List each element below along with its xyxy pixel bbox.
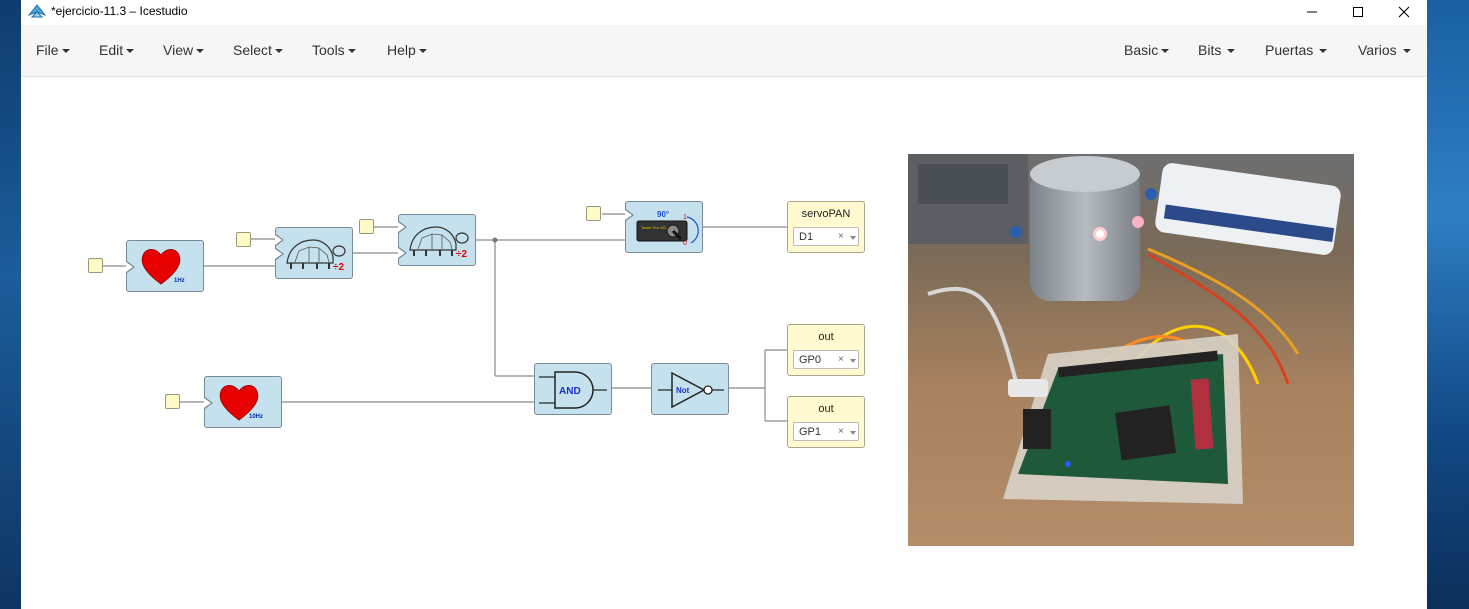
- servo-block[interactable]: 90° Tower Pro SG-90 1 0: [625, 201, 703, 253]
- heartbeat-10hz-block[interactable]: 10Hz: [204, 376, 282, 428]
- minimize-button[interactable]: [1289, 0, 1335, 24]
- heartbeat-1hz-block[interactable]: 1Hz: [126, 240, 204, 292]
- output-block-gp0[interactable]: out GP0 ×: [787, 324, 865, 376]
- desktop-background-right: [1427, 0, 1469, 609]
- design-canvas[interactable]: 1Hz ÷2: [21, 77, 1427, 609]
- prescaler-block[interactable]: ÷2: [275, 227, 353, 279]
- wire-junction: [492, 237, 498, 243]
- caret-down-icon: [196, 49, 205, 54]
- caret-down-icon: [1319, 49, 1328, 54]
- caret-down-icon: [418, 49, 427, 54]
- title-bar: *ejercicio-11.3 – Icestudio: [21, 0, 1427, 24]
- clear-icon[interactable]: ×: [838, 426, 844, 437]
- output-name: out: [818, 403, 834, 415]
- clear-icon[interactable]: ×: [838, 354, 844, 365]
- prescaler-label: ÷2: [333, 262, 344, 273]
- menu-basic[interactable]: Basic: [1124, 25, 1170, 76]
- menu-varios[interactable]: Varios: [1358, 25, 1411, 76]
- and-gate-label: AND: [559, 386, 581, 397]
- output-name: out: [818, 331, 834, 343]
- app-window: *ejercicio-11.3 – Icestudio File Edit Vi…: [21, 0, 1427, 609]
- and-gate-block[interactable]: AND: [534, 363, 612, 415]
- caret-down-icon: [61, 49, 70, 54]
- wires-layer: [103, 213, 787, 422]
- menu-bits[interactable]: Bits: [1198, 25, 1236, 76]
- maximize-button[interactable]: [1335, 0, 1381, 24]
- servo-icon: 90° Tower Pro SG-90 1 0: [636, 210, 699, 247]
- constant-input[interactable]: [165, 394, 180, 409]
- caret-down-icon: [274, 49, 283, 54]
- pin-select[interactable]: GP1 ×: [793, 422, 859, 441]
- and-gate-icon: AND: [539, 371, 607, 409]
- servo-angle: 90°: [657, 210, 669, 219]
- constant-input[interactable]: [586, 206, 601, 221]
- constant-input[interactable]: [359, 219, 374, 234]
- caret-down-icon: [1161, 49, 1170, 54]
- servo-brand-text: Tower Pro SG-90: [641, 225, 672, 230]
- caret-down-icon: [126, 49, 135, 54]
- servo-mark-bottom: 0: [683, 240, 687, 247]
- not-gate-label: Not: [676, 386, 690, 395]
- close-button[interactable]: [1381, 0, 1427, 24]
- menu-bar: File Edit View Select Tools Help Basic B…: [21, 25, 1427, 77]
- turtle-icon: ÷2: [409, 226, 469, 260]
- output-block-servopan[interactable]: servoPAN D1 ×: [787, 201, 865, 253]
- chevron-down-icon[interactable]: [850, 359, 856, 363]
- output-block-gp1[interactable]: out GP1 ×: [787, 396, 865, 448]
- menu-tools[interactable]: Tools: [312, 25, 356, 76]
- heart-icon: 10Hz: [219, 384, 263, 421]
- pin-select[interactable]: D1 ×: [793, 227, 859, 246]
- window-title: *ejercicio-11.3 – Icestudio: [51, 4, 188, 18]
- not-gate-block[interactable]: Not: [651, 363, 729, 415]
- clear-icon[interactable]: ×: [838, 231, 844, 242]
- caret-down-icon: [1227, 49, 1236, 54]
- constant-input[interactable]: [236, 232, 251, 247]
- prescaler-label: ÷2: [456, 249, 467, 260]
- pin-value: GP0: [799, 354, 822, 366]
- constant-input[interactable]: [88, 258, 103, 273]
- maximize-icon: [1353, 7, 1363, 17]
- desktop-background-left: [0, 0, 21, 609]
- chevron-down-icon[interactable]: [850, 236, 856, 240]
- caret-down-icon: [1402, 49, 1411, 54]
- hardware-photo: [908, 154, 1354, 546]
- turtle-icon: ÷2: [286, 239, 346, 273]
- heartbeat-freq-label: 1Hz: [174, 278, 185, 284]
- not-gate-icon: Not: [658, 371, 724, 409]
- caret-down-icon: [347, 49, 356, 54]
- chevron-down-icon[interactable]: [850, 431, 856, 435]
- icestudio-logo-icon: [28, 4, 46, 18]
- pin-value: D1: [799, 231, 814, 243]
- menu-select[interactable]: Select: [233, 25, 283, 76]
- menu-edit[interactable]: Edit: [99, 25, 135, 76]
- heart-icon: 1Hz: [141, 248, 185, 285]
- servo-mark-top: 1: [683, 214, 687, 221]
- menu-file[interactable]: File: [36, 25, 70, 76]
- menu-puertas[interactable]: Puertas: [1265, 25, 1328, 76]
- close-icon: [1398, 6, 1410, 18]
- prescaler-block[interactable]: ÷2: [398, 214, 476, 266]
- pin-value: GP1: [799, 426, 822, 438]
- minimize-icon: [1307, 11, 1317, 13]
- pin-select[interactable]: GP0 ×: [793, 350, 859, 369]
- menu-help[interactable]: Help: [387, 25, 427, 76]
- heartbeat-freq-label: 10Hz: [249, 414, 263, 420]
- menu-view[interactable]: View: [163, 25, 205, 76]
- output-name: servoPAN: [801, 208, 851, 220]
